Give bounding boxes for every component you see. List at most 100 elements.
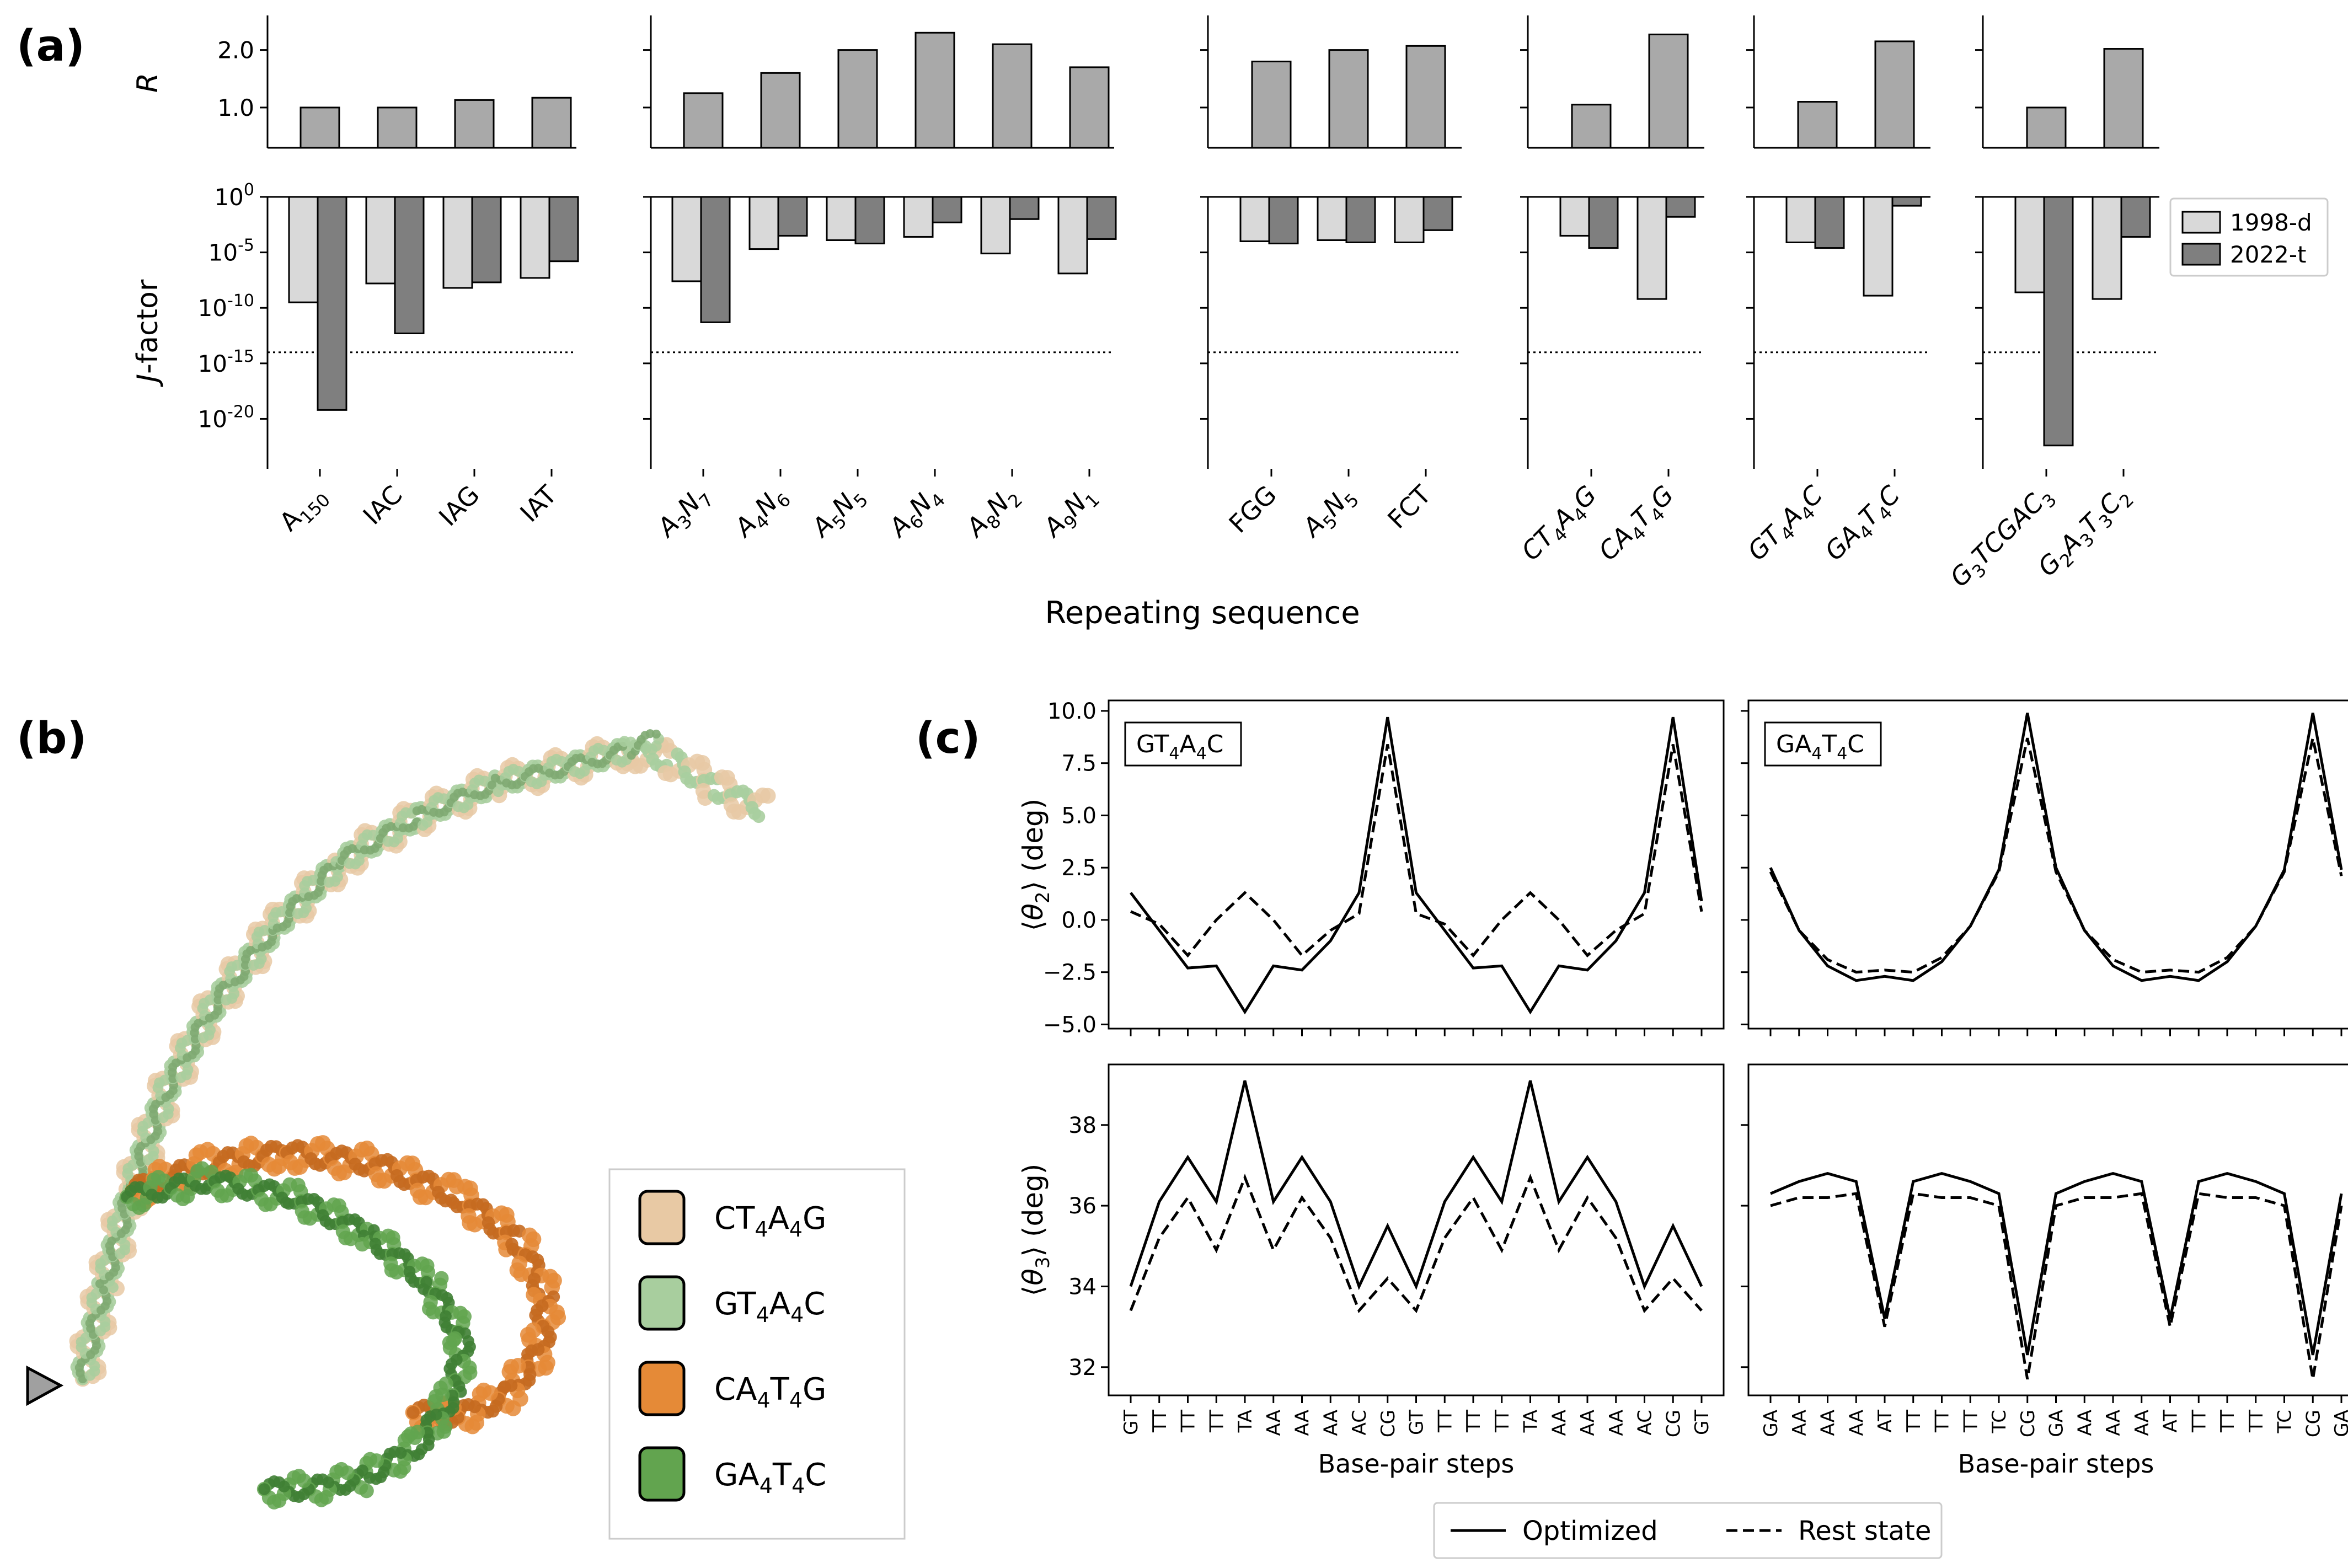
x-tick-label-A8N2: A8N2: [959, 480, 1026, 547]
helix-bead: [213, 995, 223, 1005]
x-tick-label: TC: [2274, 1410, 2296, 1434]
r-bar-GA4T4C: [1874, 40, 1915, 149]
x-tick-label: AA: [1263, 1410, 1285, 1436]
legend-label-optimized: Optimized: [1522, 1516, 1658, 1546]
y-tick-label: 2.5: [1061, 855, 1097, 881]
x-tick-label: GT: [1120, 1410, 1142, 1435]
j-bar-1998d-GA4T4C: [1863, 196, 1894, 297]
x-tick-label: TT: [1206, 1410, 1228, 1433]
x-tick-label-A9N1: A9N1: [1036, 480, 1104, 547]
r-tick-label: 1.0: [217, 94, 254, 121]
helix-bead: [651, 729, 661, 739]
series-rest-state: [1770, 1192, 2343, 1380]
series-optimized: [1130, 716, 1703, 1015]
x-tick-label: TT: [2188, 1410, 2210, 1433]
x-tick-label: CG: [2302, 1410, 2324, 1437]
r-bar-A3N7: [683, 92, 724, 149]
subplot-title-box: [1764, 721, 1882, 767]
x-tick-label: CG: [1662, 1410, 1684, 1437]
x-tick-label: AA: [1846, 1410, 1868, 1436]
x-tick-label: GA: [2331, 1410, 2348, 1437]
j-tick-label: 10-5: [208, 236, 254, 266]
panel-c-legend-box: [1433, 1502, 1943, 1559]
j-bar-1998d-A9N1: [1057, 196, 1088, 275]
r-tick-label: 2.0: [217, 37, 254, 64]
j-bar-1998d-A5N5: [1317, 196, 1347, 241]
x-tick-label: TT: [1932, 1410, 1954, 1433]
legend-swatch-GT4A4C: [638, 1275, 686, 1331]
x-tick-label-FGG: FGG: [1223, 480, 1282, 539]
x-tick-label: AT: [1874, 1410, 1896, 1433]
r-bar-IAC: [377, 106, 418, 149]
legend-swatch-2022t: [2181, 243, 2221, 266]
r-bar-IAT: [531, 97, 572, 149]
helix-bead: [307, 875, 319, 886]
legend-label-CA4T4G: CA4T4G: [714, 1372, 826, 1412]
series-optimized: [1129, 1080, 1703, 1291]
x-tick-label: AC: [1349, 1410, 1371, 1435]
j-bar-1998d-FCT: [1394, 196, 1425, 244]
y-tick-label: 34: [1068, 1274, 1097, 1299]
helix-bead: [259, 924, 270, 936]
x-tick-label-GT4A4C: GT4A4C: [1742, 480, 1832, 570]
axes-frame: [1108, 1063, 1725, 1396]
x-tick-label: TC: [1988, 1410, 2010, 1434]
helix-bead: [232, 959, 243, 971]
r-bar-GT4A4C: [1797, 101, 1838, 149]
x-tick-label: AA: [1292, 1410, 1314, 1436]
y-tick-label: −5.0: [1043, 1012, 1097, 1037]
x-tick-label-A4N6: A4N6: [728, 480, 795, 547]
j-bar-1998d-IAT: [520, 196, 550, 279]
r-bar-A5N5: [1328, 49, 1369, 149]
panel-b-dna-structures: CT4A4G GT4A4C CA4T4G GA4T4C: [26, 729, 906, 1540]
series-rest-state: [1769, 737, 2343, 974]
y-tick-label: 5.0: [1061, 803, 1097, 828]
panel-label-c: (c): [916, 714, 981, 763]
x-tick-label: TA: [1520, 1410, 1542, 1433]
r-bar-A5N5: [837, 49, 878, 149]
subplot-title-box: [1124, 721, 1242, 767]
j-tick-label: 100: [214, 180, 254, 211]
x-tick-label: CG: [1377, 1410, 1399, 1437]
j-bar-1998d-G2A3T3C2: [2092, 196, 2122, 300]
series-optimized: [1770, 1171, 2343, 1356]
x-tick-label: GT: [1691, 1410, 1713, 1435]
r-bar-FGG: [1251, 60, 1292, 149]
j-bar-2022t-FCT: [1422, 196, 1453, 231]
j-axis-label: J-factor: [131, 279, 164, 387]
j-bar-1998d-A6N4: [903, 196, 934, 238]
x-tick-label: AC: [1634, 1410, 1656, 1435]
x-tick-label-A5N5: A5N5: [805, 480, 872, 547]
r-bar-CA4T4G: [1648, 33, 1689, 149]
j-bar-2022t-A8N2: [1009, 196, 1040, 220]
r-bar-CT4A4G: [1571, 104, 1612, 149]
helix-bead: [760, 788, 776, 804]
r-bar-A4N6: [760, 72, 801, 149]
r-bar-A8N2: [992, 43, 1033, 149]
legend-swatch-1998d: [2181, 211, 2221, 234]
x-tick-label: AA: [2131, 1410, 2153, 1436]
start-arrow-icon: [26, 1365, 64, 1406]
j-bar-2022t-A5N5: [854, 196, 885, 245]
helix-bead: [240, 960, 250, 970]
r-bar-IAG: [454, 99, 495, 149]
legend-label-2022t: 2022-t: [2230, 241, 2307, 268]
j-bar-2022t-A3N7: [700, 196, 731, 323]
x-tick-label-IAC: IAC: [357, 480, 408, 531]
y-tick-label: 7.5: [1061, 751, 1097, 777]
helix-gt4a4c: [74, 729, 665, 1384]
j-bar-2022t-GT4A4C: [1814, 196, 1845, 249]
helix-bead: [276, 906, 287, 917]
legend-swatch-GA4T4C: [638, 1446, 686, 1502]
r-axis-label: R: [131, 73, 164, 93]
x-tick-label: TT: [2245, 1410, 2267, 1433]
theta2-y-label: ⟨θ2⟩ (deg): [1017, 799, 1054, 931]
legend-label-CT4A4G: CT4A4G: [714, 1201, 826, 1241]
j-bar-1998d-CA4T4G: [1636, 196, 1667, 300]
x-tick-label-A6N4: A6N4: [882, 480, 949, 547]
j-bar-2022t-A5N5: [1345, 196, 1376, 244]
y-tick-label: 38: [1068, 1113, 1097, 1138]
j-bar-2022t-GA4T4C: [1891, 196, 1922, 207]
helix-bead: [181, 1035, 193, 1046]
